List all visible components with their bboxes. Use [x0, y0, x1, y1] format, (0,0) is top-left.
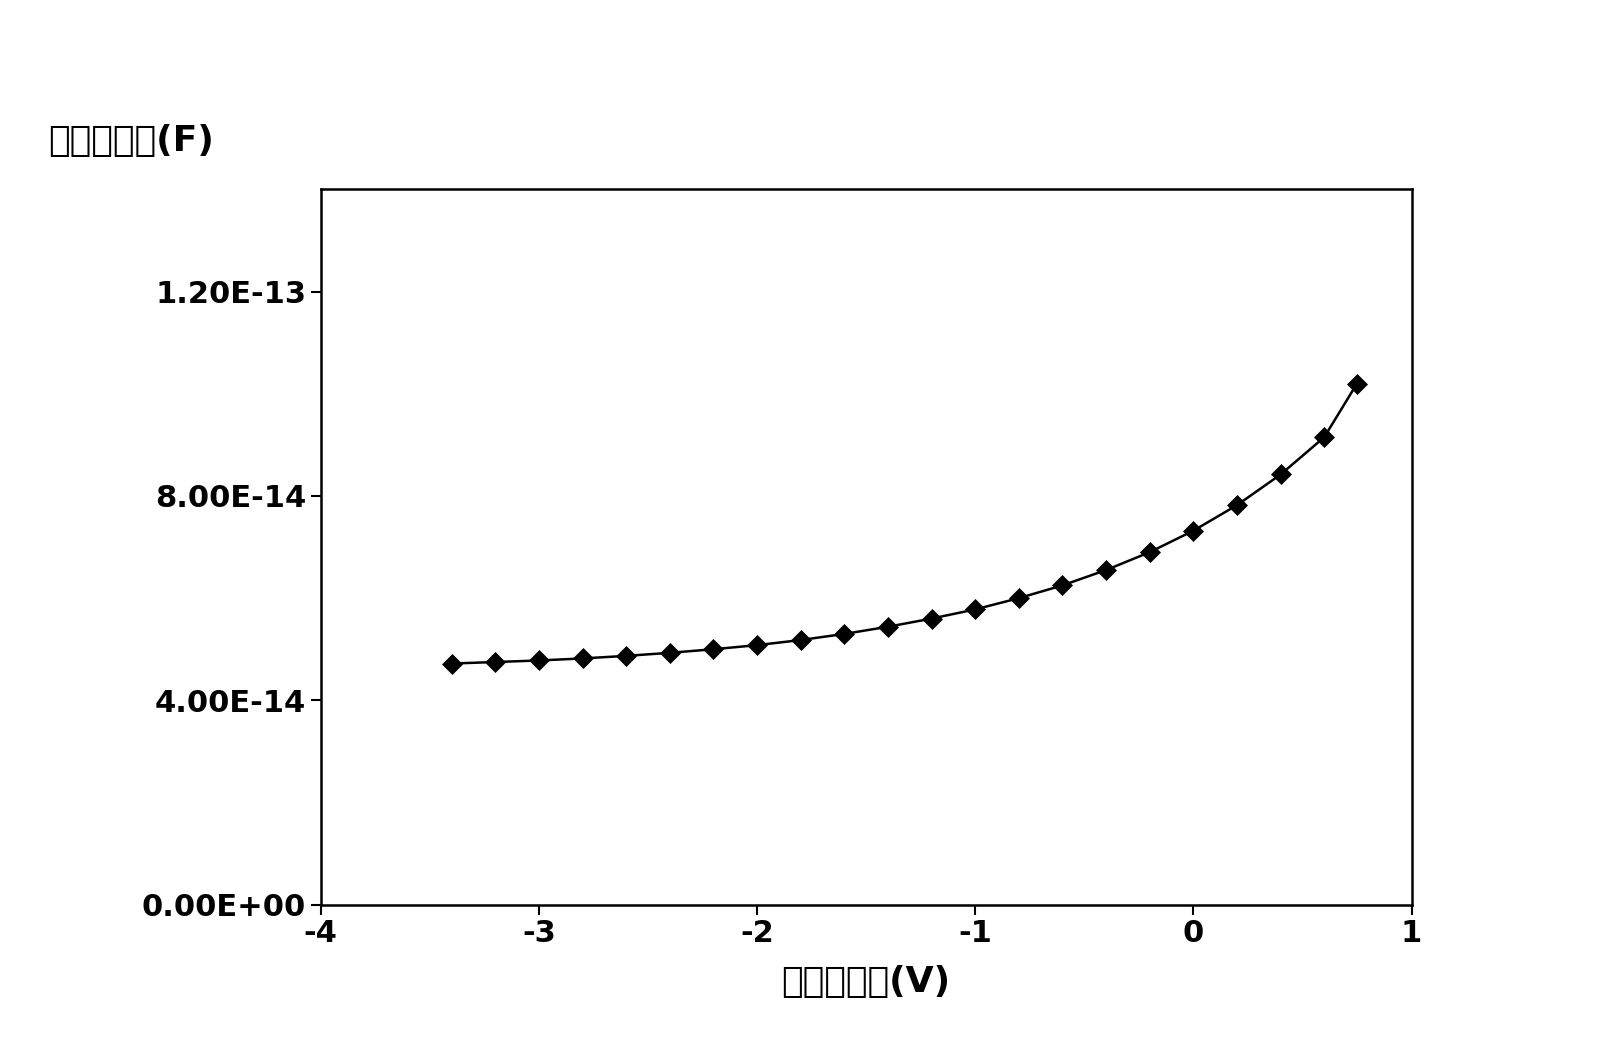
X-axis label: 集电结偏压(V): 集电结偏压(V) [781, 965, 951, 999]
Text: 集电结电容(F): 集电结电容(F) [48, 124, 213, 158]
